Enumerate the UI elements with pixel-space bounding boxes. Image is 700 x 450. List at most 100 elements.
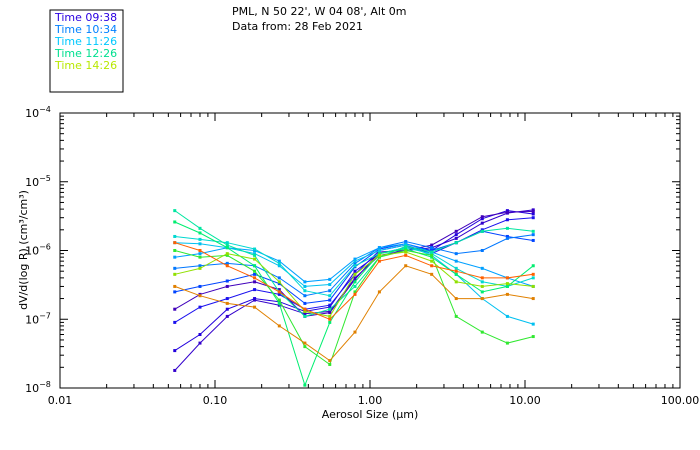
data-point — [531, 276, 535, 280]
data-point — [531, 208, 535, 212]
data-point — [303, 345, 307, 349]
data-point — [173, 290, 177, 294]
data-point — [480, 266, 484, 270]
data-point — [454, 236, 458, 240]
data-point — [505, 276, 509, 280]
data-point — [480, 284, 484, 288]
data-point — [225, 243, 229, 247]
data-point — [303, 280, 307, 284]
data-point — [505, 314, 509, 318]
data-point — [253, 264, 257, 268]
data-point — [505, 234, 509, 238]
data-point — [303, 312, 307, 316]
data-point — [430, 249, 434, 252]
data-point — [454, 233, 458, 237]
data-point — [173, 234, 177, 238]
data-point — [277, 298, 281, 302]
x-tick-label: 0.01 — [48, 394, 73, 407]
data-point — [353, 284, 357, 288]
data-point — [480, 229, 484, 233]
data-point — [531, 209, 535, 213]
data-point — [225, 241, 229, 245]
data-point — [198, 341, 202, 345]
data-point — [277, 301, 281, 305]
data-point — [198, 252, 202, 256]
data-point — [198, 255, 202, 259]
y-tick-label: 10−7 — [25, 311, 51, 326]
data-point — [173, 320, 177, 324]
data-point — [505, 282, 509, 286]
data-point — [404, 249, 408, 252]
data-point — [353, 276, 357, 280]
data-point — [253, 305, 257, 309]
data-point — [353, 277, 357, 281]
data-point — [505, 226, 509, 230]
data-point — [277, 300, 281, 304]
data-point — [430, 253, 434, 257]
data-point — [173, 272, 177, 276]
data-point — [531, 322, 535, 326]
data-point — [430, 250, 434, 254]
y-tick-label: 10−4 — [25, 105, 51, 120]
data-point — [353, 261, 357, 265]
data-point — [454, 314, 458, 318]
data-point — [225, 246, 229, 250]
data-point — [225, 253, 229, 257]
x-tick-label: 10.00 — [509, 394, 541, 407]
data-point — [198, 305, 202, 309]
data-point — [404, 240, 408, 244]
data-point — [454, 280, 458, 284]
data-point — [328, 289, 332, 293]
data-point — [173, 368, 177, 372]
data-point — [198, 284, 202, 288]
data-point — [404, 264, 408, 268]
data-point — [531, 212, 535, 216]
chart-subtitle: Data from: 28 Feb 2021 — [232, 20, 363, 33]
data-point — [173, 220, 177, 224]
data-point — [198, 242, 202, 246]
data-point — [480, 290, 484, 294]
data-point — [198, 226, 202, 230]
data-point — [225, 279, 229, 283]
data-point — [328, 314, 332, 318]
data-point — [353, 259, 357, 263]
plot-frame — [59, 112, 681, 389]
data-point — [531, 264, 535, 268]
data-point — [353, 330, 357, 334]
data-point — [505, 218, 509, 222]
data-point — [303, 383, 307, 387]
data-point — [531, 297, 535, 301]
data-point — [454, 272, 458, 276]
data-point — [353, 280, 357, 284]
data-point — [328, 303, 332, 307]
data-point — [225, 297, 229, 301]
data-point — [225, 264, 229, 268]
legend-entry-1: Time 09:38 — [54, 11, 117, 24]
data-point — [480, 330, 484, 334]
data-point — [277, 259, 281, 263]
data-point — [303, 341, 307, 345]
data-point — [377, 255, 381, 259]
data-point — [328, 298, 332, 302]
data-point — [328, 277, 332, 281]
data-point — [454, 266, 458, 270]
data-point — [277, 303, 281, 307]
data-point — [404, 244, 408, 248]
data-point — [277, 264, 281, 268]
data-point — [505, 341, 509, 345]
data-point — [353, 272, 357, 276]
data-point — [328, 305, 332, 309]
data-point — [173, 241, 177, 245]
data-point — [531, 233, 535, 237]
data-point — [225, 314, 229, 318]
data-point — [253, 297, 257, 301]
data-point — [531, 238, 535, 242]
data-point — [480, 221, 484, 225]
x-tick-label: 1.00 — [358, 394, 383, 407]
data-point — [253, 257, 257, 261]
data-point — [377, 253, 381, 257]
data-point — [505, 236, 509, 240]
data-point — [198, 264, 202, 268]
data-point — [198, 294, 202, 298]
data-point — [253, 280, 257, 284]
